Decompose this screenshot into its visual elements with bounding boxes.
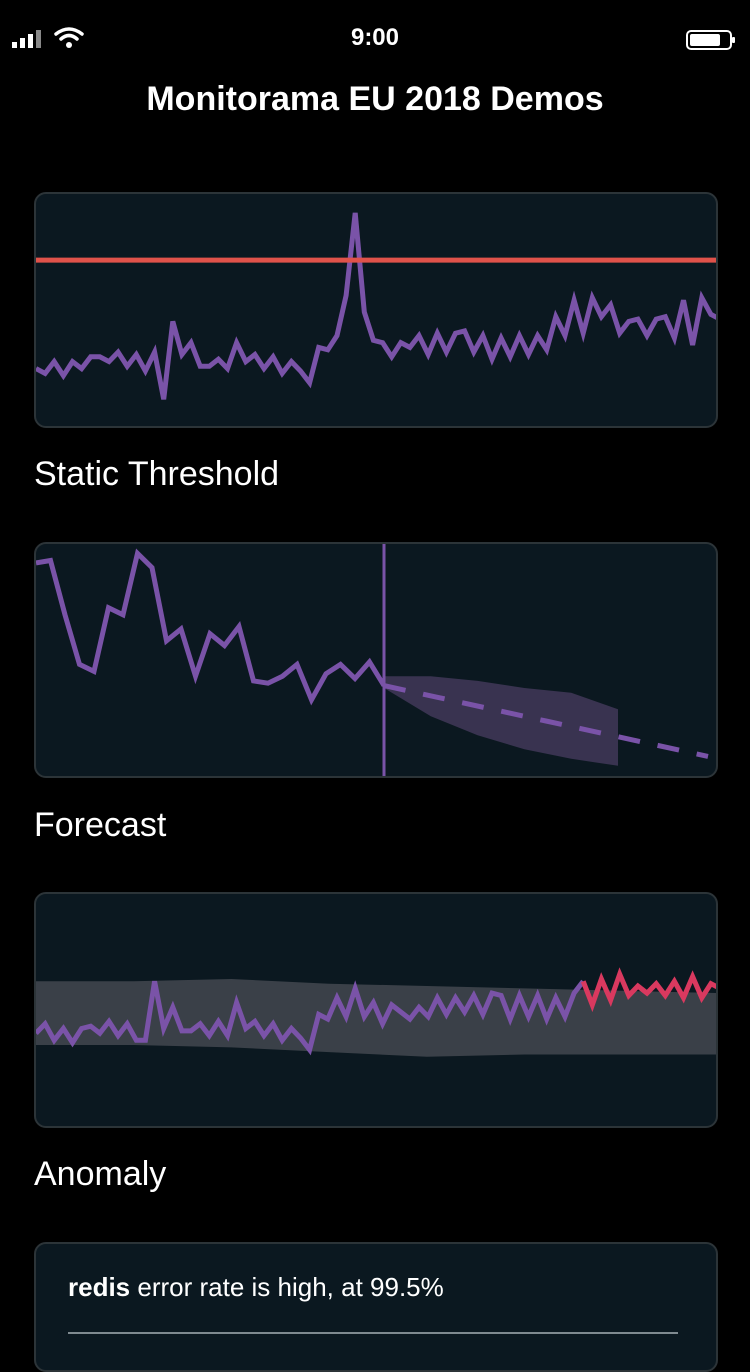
signal-icon [12, 30, 41, 48]
status-time: 9:00 [350, 24, 400, 51]
forecast-label: Forecast [34, 806, 167, 844]
series-line [36, 548, 387, 706]
expected-band [36, 979, 716, 1057]
alert-service: redis [68, 1272, 131, 1302]
alert-card[interactable]: redis error rate is high, at 99.5% [34, 1242, 718, 1372]
forecast-line [383, 683, 709, 759]
anomaly-chart [36, 967, 716, 1057]
anomaly-label: Anomaly [34, 1155, 167, 1193]
static-threshold-chart [36, 212, 716, 400]
forecast-chart [36, 544, 709, 776]
alert-detail: error rate is high, at 99.5% [130, 1272, 444, 1302]
battery-icon [686, 30, 735, 50]
series-line [36, 979, 586, 1056]
series-line [36, 212, 716, 400]
forecast-band [384, 676, 618, 766]
alert-message: redis error rate is high, at 99.5% [68, 1272, 444, 1303]
status-bar: 9:00 [0, 0, 750, 78]
wifi-icon [54, 27, 84, 48]
forecast-card[interactable] [34, 542, 718, 778]
divider [68, 1332, 678, 1334]
anomaly-card[interactable] [34, 892, 718, 1128]
static-threshold-card[interactable] [34, 192, 718, 428]
static-threshold-label: Static Threshold [34, 455, 280, 493]
anomaly-line [580, 967, 716, 1013]
page-title: Monitorama EU 2018 Demos [146, 80, 604, 118]
